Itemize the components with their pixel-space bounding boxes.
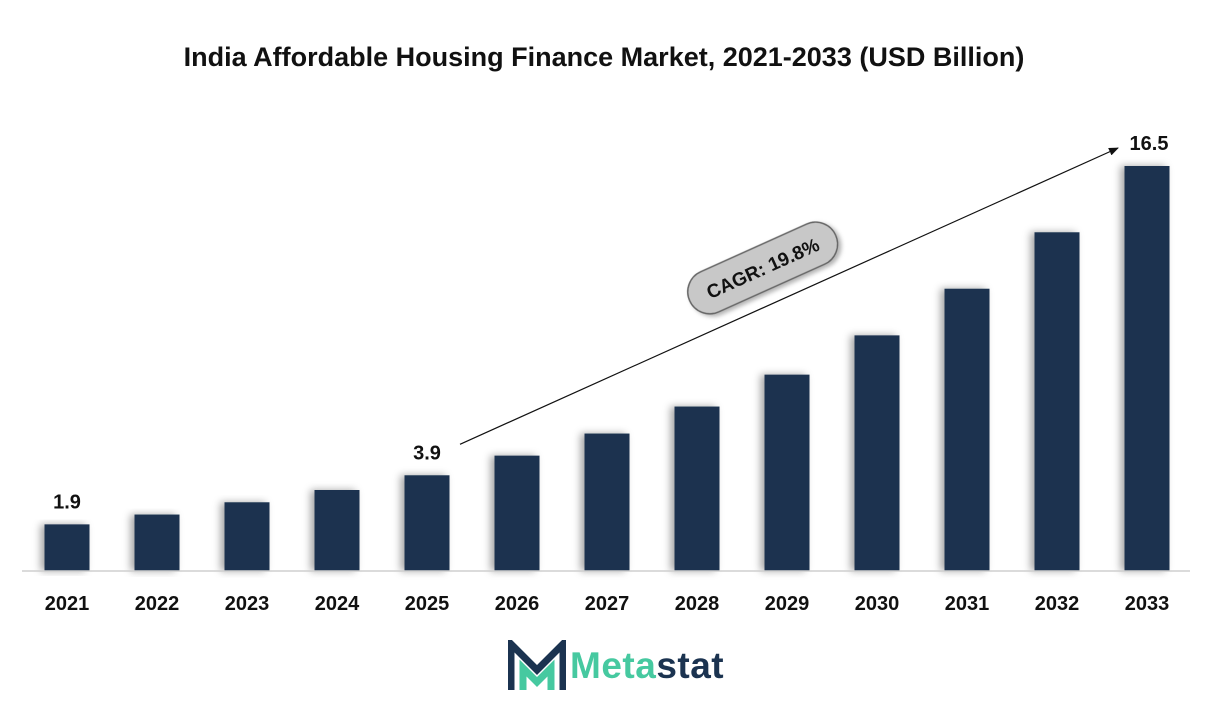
bar-2033 <box>1124 166 1170 571</box>
x-tick-label-2032: 2032 <box>1035 593 1080 615</box>
metastat-logo-text: Metastat <box>570 642 724 690</box>
bar-2026 <box>494 455 540 571</box>
x-tick-label-2030: 2030 <box>855 593 900 615</box>
logo-text-part2: stat <box>656 645 725 686</box>
bar-2028 <box>674 406 720 571</box>
data-label-2021: 1.9 <box>53 491 81 513</box>
bar-2024 <box>314 490 360 571</box>
bar-chart: 2021 2022 2023 2024 2025 2026 2027 2028 2029 2030… <box>22 133 1190 615</box>
x-tick-label-2022: 2022 <box>135 593 180 615</box>
x-tick-label-2029: 2029 <box>765 593 810 615</box>
bar-2023 <box>224 502 270 571</box>
logo-text-part1: Meta <box>570 645 657 686</box>
metastat-logo-icon <box>508 640 566 690</box>
cagr-arrow <box>459 147 1119 445</box>
bar-2029 <box>764 374 810 571</box>
x-tick-label-2021: 2021 <box>45 593 90 615</box>
bar-2022 <box>134 514 180 571</box>
cagr-annotation: CAGR: 19.8% <box>687 221 839 315</box>
bar-2030 <box>854 335 900 571</box>
x-tick-label-2024: 2024 <box>315 593 360 615</box>
x-tick-label-2023: 2023 <box>225 593 270 615</box>
bar-2031 <box>944 288 990 571</box>
x-tick-label-2025: 2025 <box>405 593 450 615</box>
x-tick-label-2033: 2033 <box>1125 593 1170 615</box>
x-tick-label-2026: 2026 <box>495 593 540 615</box>
x-tick-label-2028: 2028 <box>675 593 720 615</box>
bar-2027 <box>584 433 630 571</box>
data-label-2033: 16.5 <box>1130 133 1169 155</box>
x-tick-label-2031: 2031 <box>945 593 990 615</box>
metastat-logo: Metastat <box>508 640 768 696</box>
bar-2032 <box>1034 232 1080 572</box>
chart-title: India Affordable Housing Finance Market,… <box>183 42 1025 72</box>
bar-2021 <box>44 524 90 571</box>
bar-2025 <box>404 475 450 571</box>
data-label-2025: 3.9 <box>413 442 441 464</box>
x-tick-label-2027: 2027 <box>585 593 630 615</box>
